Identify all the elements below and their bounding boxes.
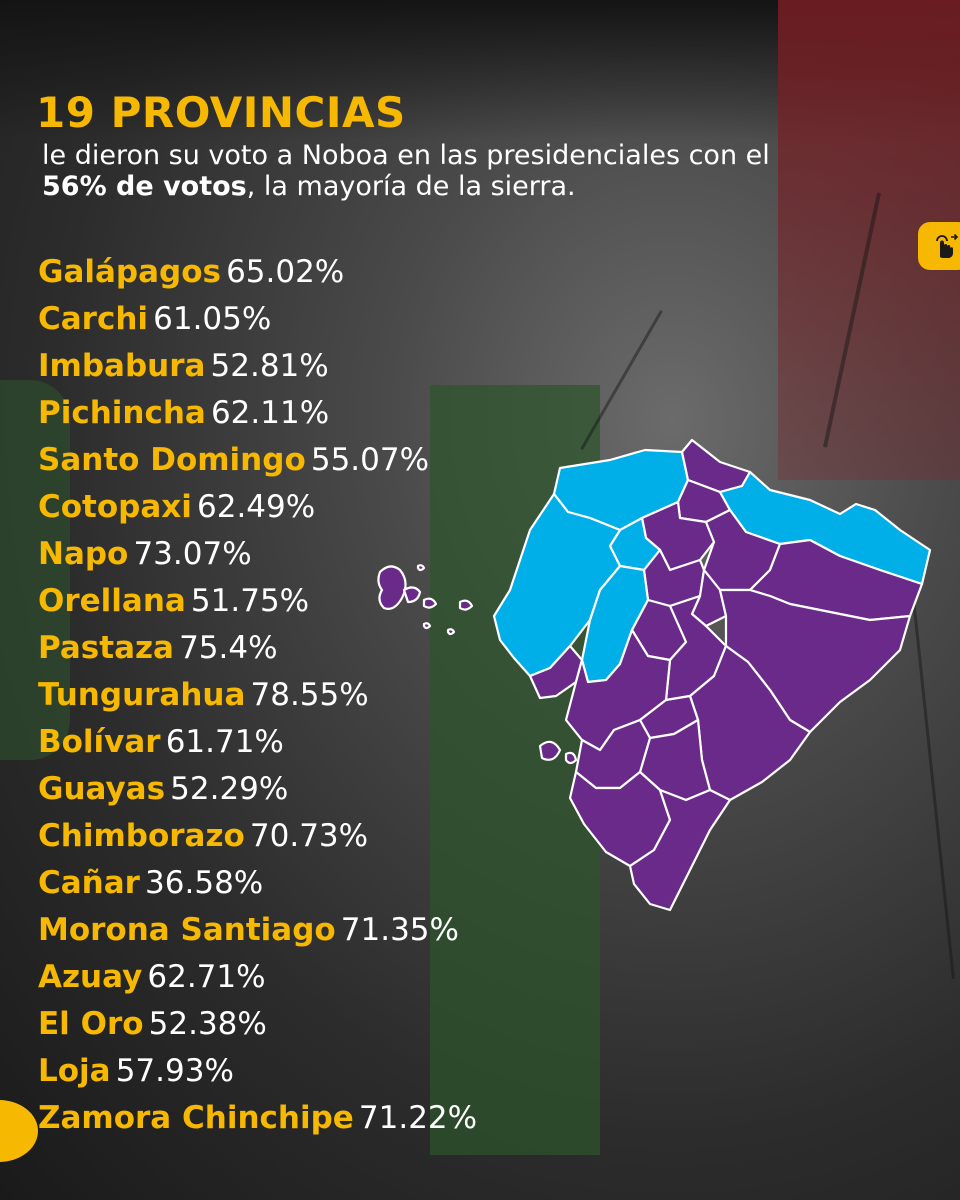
province-row: Pichincha 62.11%: [38, 393, 477, 440]
province-name: Guayas: [38, 771, 166, 807]
province-name: Cotopaxi: [38, 489, 192, 525]
green-shape-left: [0, 380, 70, 760]
galapagos-island: [446, 628, 456, 636]
subtitle-highlight: 56% de votos: [42, 171, 247, 202]
galapagos-san-cristobal: [422, 597, 438, 609]
ecuador-map-svg: [377, 438, 932, 912]
province-percentage: 51.75%: [190, 583, 310, 619]
province-name: Cañar: [38, 865, 140, 901]
province-zamora-chinchipe: [628, 788, 732, 912]
subtitle-text: le dieron su voto a Noboa en las preside…: [42, 140, 770, 171]
galapagos-island: [422, 622, 432, 630]
province-name: Morona Santiago: [38, 912, 336, 948]
province-row: Galápagos 65.02%: [38, 252, 477, 299]
province-row: Carchi 61.05%: [38, 299, 477, 346]
province-name: Tungurahua: [38, 677, 246, 713]
galapagos-island: [416, 564, 426, 572]
province-name: Imbabura: [38, 348, 206, 384]
province-percentage: 62.71%: [147, 959, 266, 995]
province-percentage: 62.11%: [210, 395, 330, 431]
subtitle-text-end: , la mayoría de la sierra.: [246, 171, 576, 202]
province-list: Galápagos 65.02% Carchi 61.05% Imbabura …: [38, 252, 477, 1145]
province-row: Morona Santiago 71.35%: [38, 910, 477, 957]
province-name: Chimborazo: [38, 818, 245, 854]
province-row: Tungurahua 78.55%: [38, 675, 477, 722]
galapagos-islands: [377, 564, 474, 636]
province-name: Napo: [38, 536, 129, 572]
touch-badge[interactable]: [918, 222, 960, 270]
province-row: El Oro 52.38%: [38, 1004, 477, 1051]
guayas-islands: [538, 740, 578, 765]
province-row: Santo Domingo 55.07%: [38, 440, 477, 487]
mainland-provinces: [492, 438, 932, 912]
province-row: Orellana 51.75%: [38, 581, 477, 628]
province-name: El Oro: [38, 1006, 144, 1042]
galapagos-isabela: [377, 565, 407, 610]
province-row: Napo 73.07%: [38, 534, 477, 581]
province-percentage: 70.73%: [249, 818, 369, 854]
province-percentage: 65.02%: [226, 254, 345, 290]
province-percentage: 78.55%: [250, 677, 369, 713]
province-row: Cotopaxi 62.49%: [38, 487, 477, 534]
province-percentage: 75.4%: [179, 630, 278, 666]
province-name: Pastaza: [38, 630, 174, 666]
province-name: Galápagos: [38, 254, 221, 290]
province-name: Zamora Chinchipe: [38, 1100, 354, 1136]
province-percentage: 52.38%: [148, 1006, 267, 1042]
province-percentage: 57.93%: [115, 1053, 234, 1089]
province-name: Loja: [38, 1053, 111, 1089]
province-percentage: 73.07%: [133, 536, 252, 572]
province-row: Bolívar 61.71%: [38, 722, 477, 769]
province-percentage: 36.58%: [145, 865, 264, 901]
galapagos-santa-cruz: [402, 586, 422, 604]
province-name: Carchi: [38, 301, 149, 337]
province-row: Chimborazo 70.73%: [38, 816, 477, 863]
headline-title: 19 PROVINCIAS: [36, 88, 406, 137]
province-percentage: 61.05%: [153, 301, 272, 337]
province-row: Imbabura 52.81%: [38, 346, 477, 393]
province-name: Azuay: [38, 959, 143, 995]
tap-hand-icon: [936, 233, 959, 258]
province-name: Pichincha: [38, 395, 206, 431]
province-name: Orellana: [38, 583, 186, 619]
province-percentage: 62.49%: [197, 489, 316, 525]
province-row: Pastaza 75.4%: [38, 628, 477, 675]
province-name: Santo Domingo: [38, 442, 306, 478]
galapagos-island: [458, 599, 474, 611]
province-percentage: 71.22%: [358, 1100, 478, 1136]
jambeli-island: [564, 751, 578, 765]
province-percentage: 55.07%: [310, 442, 430, 478]
ecuador-map: [370, 420, 950, 930]
province-row: Zamora Chinchipe 71.22%: [38, 1098, 477, 1145]
province-percentage: 61.71%: [165, 724, 284, 760]
province-row: Azuay 62.71%: [38, 957, 477, 1004]
province-percentage: 52.81%: [210, 348, 329, 384]
province-name: Bolívar: [38, 724, 161, 760]
province-percentage: 52.29%: [170, 771, 289, 807]
headline-subtitle: le dieron su voto a Noboa en las preside…: [42, 140, 802, 202]
puna-island: [538, 740, 562, 761]
province-percentage: 71.35%: [340, 912, 459, 948]
province-row: Cañar 36.58%: [38, 863, 477, 910]
province-row: Loja 57.93%: [38, 1051, 477, 1098]
province-row: Guayas 52.29%: [38, 769, 477, 816]
